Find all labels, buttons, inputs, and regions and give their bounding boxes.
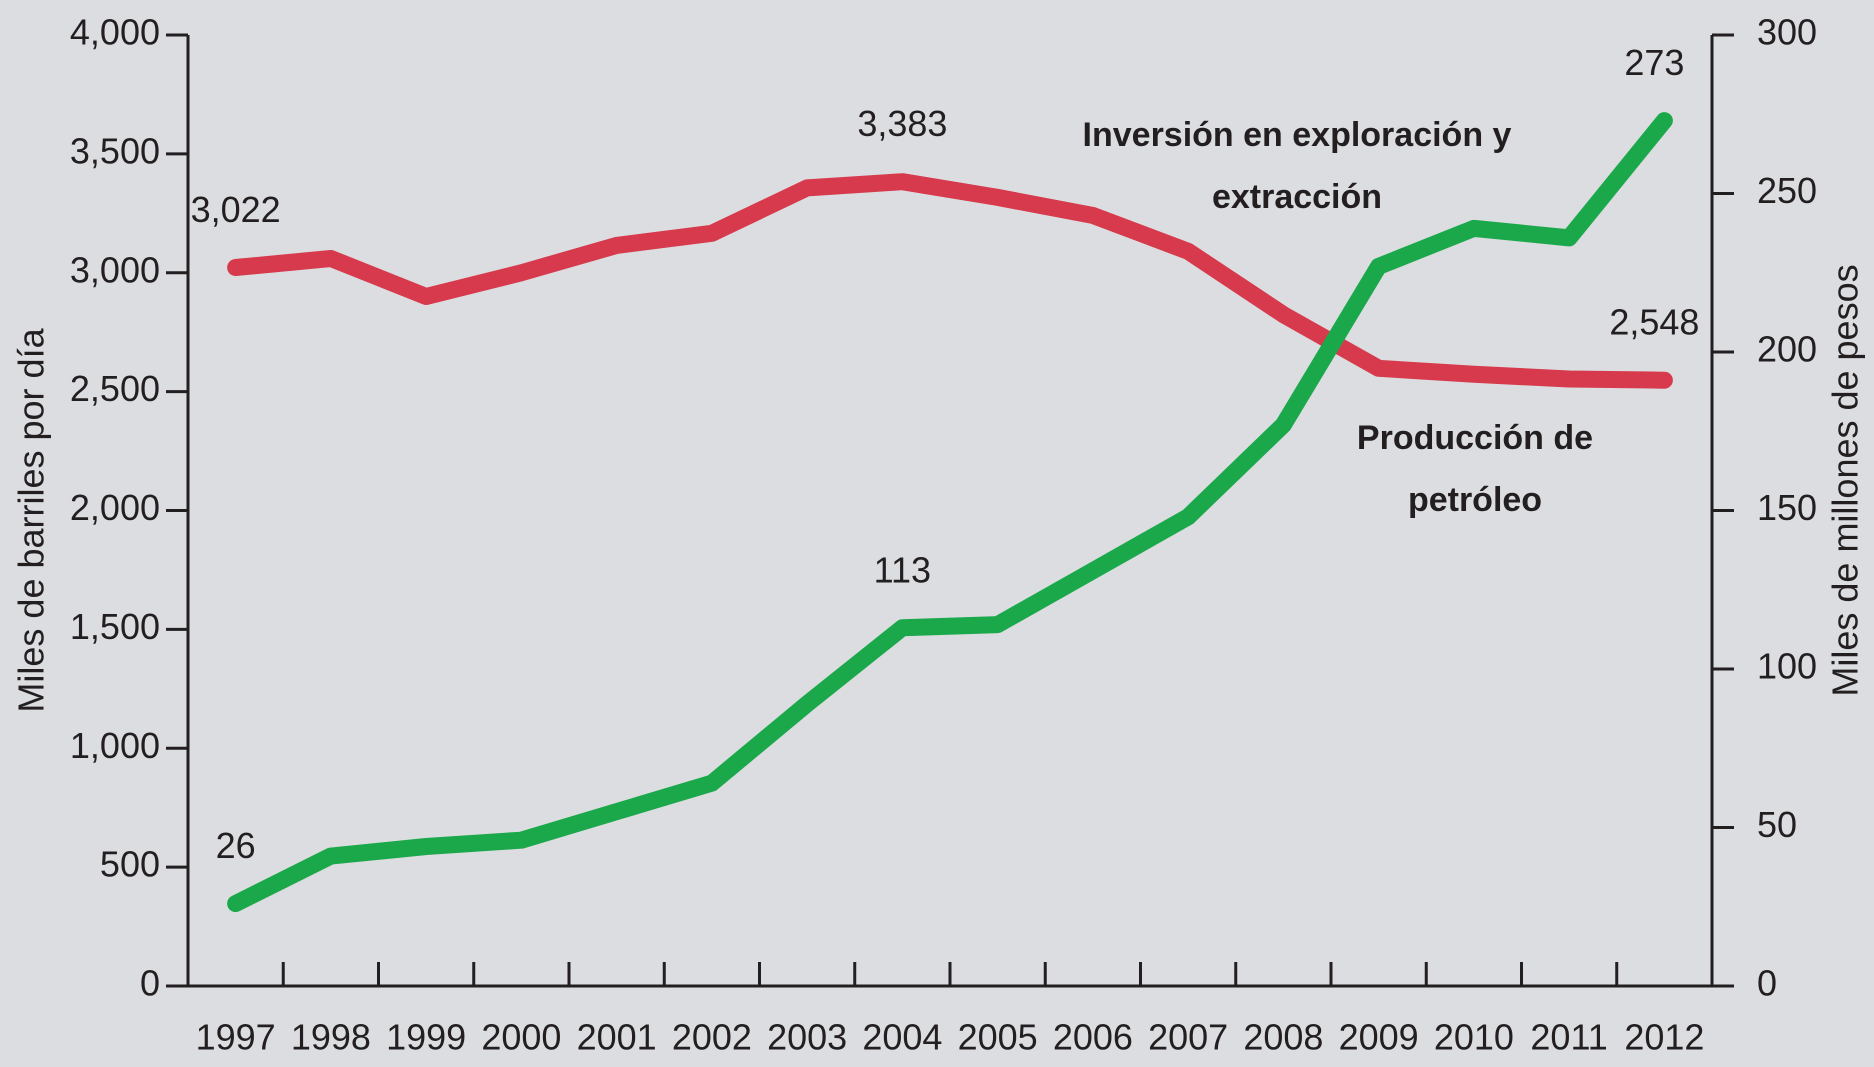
x-tick-label: 2003 <box>767 1017 847 1058</box>
y2-tick-label: 150 <box>1757 487 1817 528</box>
y-tick-label: 2,500 <box>70 368 160 409</box>
x-tick-label: 2009 <box>1339 1017 1419 1058</box>
value-label: 273 <box>1624 42 1684 83</box>
x-tick-label: 2010 <box>1434 1017 1514 1058</box>
x-tick-label: 2001 <box>577 1017 657 1058</box>
y-tick-label: 3,000 <box>70 249 160 290</box>
y-tick-label: 500 <box>100 844 160 885</box>
x-tick-label: 2011 <box>1530 1017 1607 1058</box>
series-label: petróleo <box>1408 481 1542 519</box>
x-tick-label: 1999 <box>386 1017 466 1058</box>
x-tick-label: 2008 <box>1243 1017 1323 1058</box>
series-line <box>227 173 1673 389</box>
y-axis-title: Miles de barriles por día <box>11 327 52 712</box>
x-tick-label: 2012 <box>1624 1017 1704 1058</box>
y2-tick-label: 300 <box>1757 12 1817 53</box>
value-label: 26 <box>216 825 256 866</box>
y2-tick-label: 100 <box>1757 646 1817 687</box>
x-tick-label: 2002 <box>672 1017 752 1058</box>
x-tick-label: 1998 <box>291 1017 371 1058</box>
y2-tick-label: 250 <box>1757 170 1817 211</box>
value-label: 113 <box>874 549 931 590</box>
y2-tick-label: 200 <box>1757 329 1817 370</box>
value-label: 2,548 <box>1609 302 1699 343</box>
y-tick-label: 4,000 <box>70 12 160 53</box>
value-label: 3,022 <box>191 189 281 230</box>
series-line <box>227 112 1673 913</box>
x-tick-label: 2005 <box>958 1017 1038 1058</box>
y2-tick-label: 50 <box>1757 804 1797 845</box>
x-tick-label: 2000 <box>481 1017 561 1058</box>
y2-tick-label: 0 <box>1757 963 1777 1004</box>
y-tick-label: 2,000 <box>70 487 160 528</box>
value-label: 3,383 <box>857 103 947 144</box>
y2-axis-title: Miles de millones de pesos <box>1825 264 1866 696</box>
y-tick-label: 1,000 <box>70 725 160 766</box>
x-tick-label: 2007 <box>1148 1017 1228 1058</box>
x-tick-label: 2006 <box>1053 1017 1133 1058</box>
y-tick-label: 0 <box>140 963 160 1004</box>
x-tick-label: 1997 <box>196 1017 276 1058</box>
series-label: Producción de <box>1357 419 1593 457</box>
y-tick-label: 1,500 <box>70 606 160 647</box>
series-label: extracción <box>1212 178 1382 216</box>
series-label: Inversión en exploración y <box>1083 116 1512 154</box>
y-tick-label: 3,500 <box>70 130 160 171</box>
x-tick-label: 2004 <box>862 1017 942 1058</box>
